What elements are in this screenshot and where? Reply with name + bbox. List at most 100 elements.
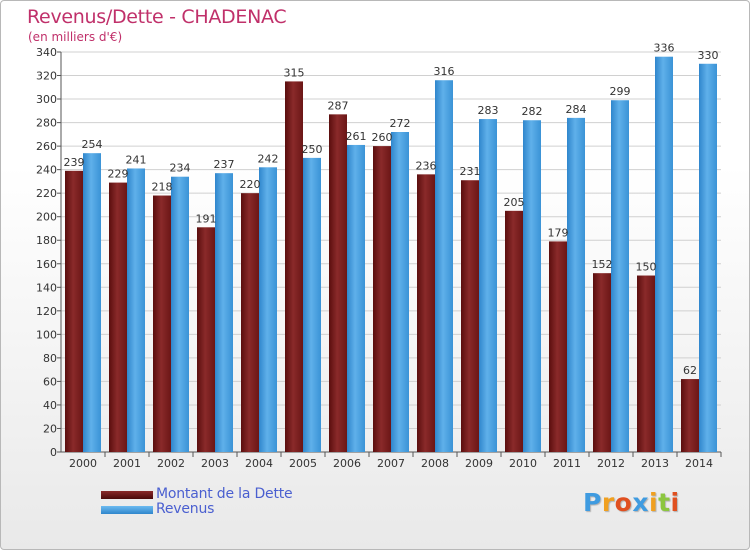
- logo-letter: t: [658, 488, 671, 517]
- bar-debt: [197, 227, 215, 452]
- y-tick-label: 240: [36, 164, 57, 177]
- x-tick-label: 2004: [245, 457, 273, 470]
- bar-debt: [153, 195, 171, 452]
- x-tick-label: 2014: [685, 457, 713, 470]
- bar-revenus: [303, 157, 321, 452]
- axes: 0 20 40 60 80 100 120 140 160 180 200 220 240 260 280 3…: [36, 46, 722, 470]
- y-tick-label: 0: [50, 446, 57, 459]
- data-label: 261: [346, 130, 367, 143]
- bar-revenus: [215, 173, 233, 453]
- data-label: 241: [126, 153, 147, 166]
- bars: [65, 56, 717, 453]
- bar-debt: [505, 210, 523, 452]
- data-label: 229: [108, 168, 129, 181]
- bar-revenus: [479, 119, 497, 452]
- x-tick-label: 2005: [289, 457, 317, 470]
- data-label: 260: [372, 131, 393, 144]
- y-tick-label: 80: [43, 352, 57, 365]
- bar-revenus: [699, 63, 717, 452]
- legend-label-revenus: Revenus: [156, 501, 215, 517]
- data-label: 179: [548, 226, 569, 239]
- bar-debt: [65, 170, 83, 452]
- y-tick-label: 20: [43, 422, 57, 435]
- y-tick-label: 280: [36, 117, 57, 130]
- logo-letter: P: [583, 488, 602, 517]
- bar-debt: [373, 146, 391, 452]
- data-label: 283: [478, 104, 499, 117]
- y-tick-label: 220: [36, 187, 57, 200]
- data-label: 316: [434, 65, 455, 78]
- bar-revenus: [391, 132, 409, 452]
- data-label: 236: [416, 159, 437, 172]
- y-tick-label: 140: [36, 281, 57, 294]
- logo-letter: i: [670, 488, 680, 517]
- data-label: 242: [258, 152, 279, 165]
- x-tick-label: 2008: [421, 457, 449, 470]
- bar-revenus: [435, 80, 453, 452]
- data-label: 152: [592, 258, 613, 271]
- data-label: 150: [636, 261, 657, 274]
- bar-revenus: [127, 168, 145, 452]
- x-tick-label: 2011: [553, 457, 581, 470]
- data-labels: 239 254 229 241 218 234 191 237 220 242 315 250 287 2…: [64, 42, 719, 377]
- chart-title: Revenus/Dette - CHADENAC: [27, 6, 287, 28]
- data-label: 336: [654, 42, 675, 55]
- bar-debt: [549, 241, 567, 452]
- logo-letter: o: [614, 488, 633, 517]
- y-tick-label: 60: [43, 375, 57, 388]
- data-label: 330: [698, 49, 719, 62]
- data-label: 272: [390, 117, 411, 130]
- bar-revenus: [171, 176, 189, 453]
- logo-letter: x: [632, 488, 649, 517]
- x-tick-label: 2002: [157, 457, 185, 470]
- data-label: 205: [504, 196, 525, 209]
- y-tick-label: 200: [36, 211, 57, 224]
- data-label: 218: [152, 181, 173, 194]
- bar-revenus: [567, 117, 585, 452]
- y-tick-label: 120: [36, 305, 57, 318]
- bar-revenus: [655, 56, 673, 453]
- bar-debt: [329, 114, 347, 453]
- data-label: 284: [566, 103, 587, 116]
- y-tick-label: 100: [36, 328, 57, 341]
- x-tick-label: 2007: [377, 457, 405, 470]
- data-label: 237: [214, 158, 235, 171]
- bar-debt: [637, 275, 655, 452]
- data-label: 315: [284, 66, 305, 79]
- x-tick-label: 2013: [641, 457, 669, 470]
- bar-debt: [109, 182, 127, 452]
- data-label: 254: [82, 138, 103, 151]
- x-tick-label: 2000: [69, 457, 97, 470]
- proxiti-logo: Proxiti: [583, 488, 680, 517]
- bar-revenus: [611, 100, 629, 452]
- bar-revenus: [523, 120, 541, 452]
- bar-debt: [593, 273, 611, 452]
- y-tick-label: 160: [36, 258, 57, 271]
- legend-swatch-debt: [101, 491, 153, 499]
- bar-debt: [417, 174, 435, 452]
- data-label: 220: [240, 178, 261, 191]
- x-tick-label: 2003: [201, 457, 229, 470]
- chart-subtitle: (en milliers d'€): [28, 30, 123, 44]
- bar-debt: [285, 81, 303, 452]
- data-label: 62: [683, 364, 697, 377]
- x-tick-label: 2012: [597, 457, 625, 470]
- bar-debt: [461, 180, 479, 452]
- y-tick-label: 40: [43, 399, 57, 412]
- x-tick-label: 2001: [113, 457, 141, 470]
- y-tick-label: 320: [36, 70, 57, 83]
- bar-debt: [241, 193, 259, 453]
- y-tick-label: 340: [36, 46, 57, 59]
- data-label: 299: [610, 85, 631, 98]
- bar-revenus: [259, 167, 277, 452]
- data-label: 231: [460, 165, 481, 178]
- data-label: 282: [522, 105, 543, 118]
- data-label: 191: [196, 212, 217, 225]
- y-tick-label: 180: [36, 234, 57, 247]
- data-label: 239: [64, 156, 85, 169]
- y-tick-label: 300: [36, 93, 57, 106]
- legend-label-debt: Montant de la Dette: [156, 486, 293, 502]
- x-tick-label: 2009: [465, 457, 493, 470]
